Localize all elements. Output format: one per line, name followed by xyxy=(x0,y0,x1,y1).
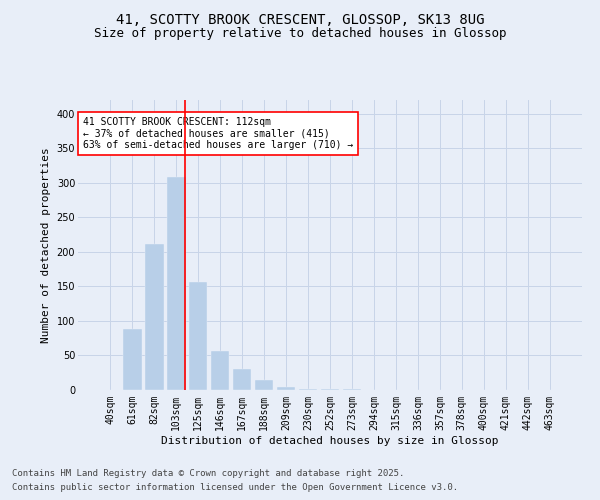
Bar xyxy=(299,388,317,390)
Bar xyxy=(167,178,185,390)
Text: 41, SCOTTY BROOK CRESCENT, GLOSSOP, SK13 8UG: 41, SCOTTY BROOK CRESCENT, GLOSSOP, SK13… xyxy=(116,12,484,26)
Text: 41 SCOTTY BROOK CRESCENT: 112sqm
← 37% of detached houses are smaller (415)
63% : 41 SCOTTY BROOK CRESCENT: 112sqm ← 37% o… xyxy=(83,118,353,150)
X-axis label: Distribution of detached houses by size in Glossop: Distribution of detached houses by size … xyxy=(161,436,499,446)
Bar xyxy=(255,380,274,390)
Bar xyxy=(145,244,164,390)
Bar xyxy=(211,350,229,390)
Bar xyxy=(277,386,295,390)
Y-axis label: Number of detached properties: Number of detached properties xyxy=(41,147,51,343)
Bar xyxy=(233,370,251,390)
Text: Contains HM Land Registry data © Crown copyright and database right 2025.: Contains HM Land Registry data © Crown c… xyxy=(12,468,404,477)
Text: Contains public sector information licensed under the Open Government Licence v3: Contains public sector information licen… xyxy=(12,484,458,492)
Text: Size of property relative to detached houses in Glossop: Size of property relative to detached ho… xyxy=(94,28,506,40)
Bar xyxy=(189,282,208,390)
Bar xyxy=(123,329,142,390)
